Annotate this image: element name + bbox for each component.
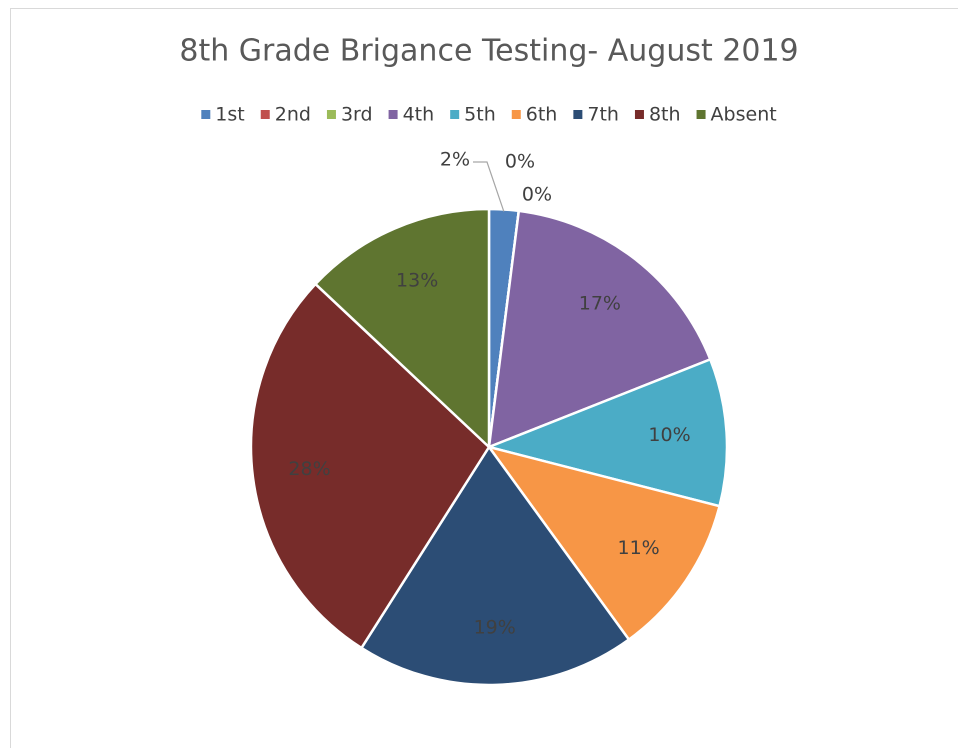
legend-swatch <box>573 110 583 119</box>
legend: 1st 2nd 3rd 4th 5th 6th 7th 8th Absent <box>201 104 777 126</box>
legend-swatch <box>388 110 398 119</box>
pie-slice <box>484 357 729 508</box>
pie-slice <box>313 207 491 450</box>
legend-label: 7th <box>587 104 619 126</box>
legend-label: Absent <box>711 104 777 126</box>
data-label: 19% <box>474 616 516 638</box>
data-label: 0% <box>505 151 535 173</box>
legend-label: 1st <box>215 104 244 126</box>
legend-swatch <box>326 110 336 119</box>
chart-title: 8th Grade Brigance Testing- August 2019 <box>179 34 798 69</box>
legend-label: 8th <box>649 104 681 126</box>
data-label: 10% <box>648 424 690 446</box>
pie-slice <box>249 282 491 650</box>
data-label: 13% <box>396 269 438 291</box>
pie-slice <box>485 444 722 642</box>
legend-swatch <box>260 110 270 119</box>
pie-slice <box>359 444 631 687</box>
legend-swatch <box>201 110 211 119</box>
legend-swatch <box>634 110 644 119</box>
leader-line <box>473 161 505 212</box>
legend-label: 4th <box>403 104 435 126</box>
data-label: 11% <box>617 537 659 559</box>
data-label: 2% <box>440 149 470 171</box>
legend-label: 2nd <box>275 104 311 126</box>
legend-label: 6th <box>526 104 558 126</box>
legend-label: 3rd <box>341 104 373 126</box>
legend-swatch <box>696 110 706 119</box>
legend-label: 5th <box>464 104 496 126</box>
legend-swatch <box>511 110 521 119</box>
legend-swatch <box>450 110 460 119</box>
data-label: 0% <box>522 184 552 206</box>
data-label: 17% <box>579 293 621 315</box>
data-label: 28% <box>288 458 330 480</box>
pie-slice <box>487 209 712 449</box>
